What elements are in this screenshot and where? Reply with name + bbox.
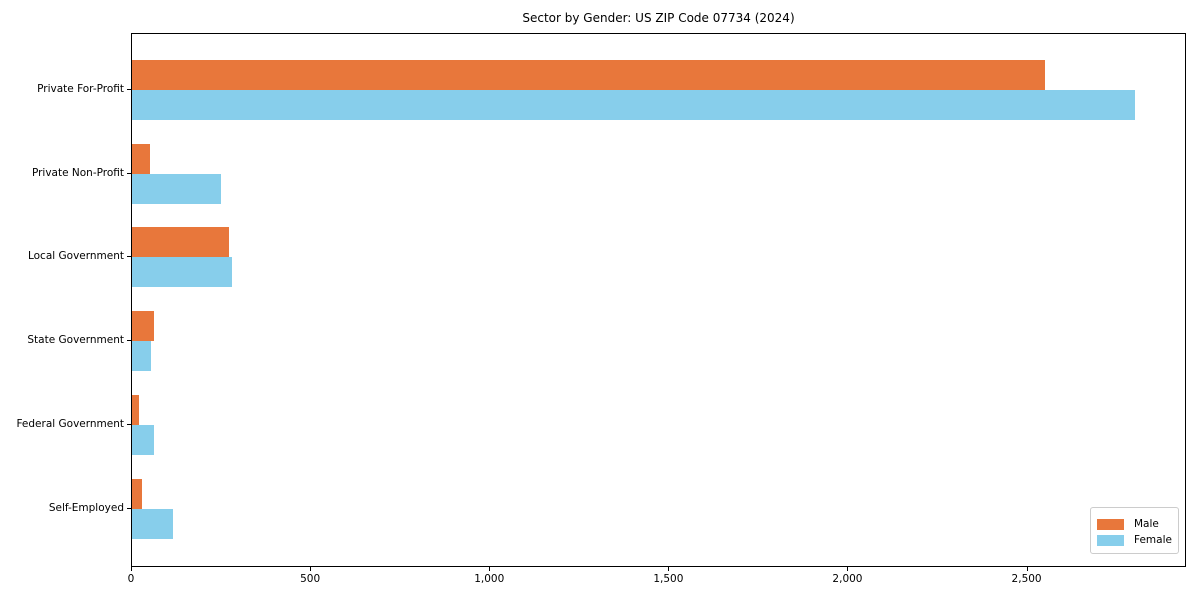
bar-male-4 [132, 394, 140, 425]
y-tick-mark-4 [127, 423, 131, 425]
bar-male-5 [132, 478, 142, 509]
bar-female-5 [132, 508, 174, 539]
x-axis-label-4: 2,000 [832, 573, 863, 585]
y-axis-label-1: Private Non-Profit [31, 166, 124, 179]
x-tick-mark-2 [489, 567, 491, 571]
y-axis-label-5: Self-Employed [48, 501, 124, 514]
x-tick-mark-3 [668, 567, 670, 571]
y-axis-label-0: Private For-Profit [37, 83, 124, 95]
y-tick-mark-1 [127, 172, 131, 174]
y-tick-mark-5 [127, 507, 131, 509]
bar-female-4 [132, 424, 155, 455]
y-axis-label-4: Federal Government [16, 417, 124, 430]
bar-male-1 [132, 143, 150, 174]
x-axis-label-0: 0 [127, 573, 135, 585]
legend-swatch-female [1097, 534, 1124, 546]
y-tick-mark-2 [127, 256, 131, 258]
bar-male-0 [132, 60, 1046, 90]
y-axis-label-3: State Government [27, 334, 124, 347]
x-tick-mark-0 [131, 567, 132, 571]
legend-item-male: Male [1097, 516, 1178, 532]
legend-swatch-male [1097, 518, 1124, 530]
x-tick-mark-5 [1026, 567, 1028, 571]
x-axis-label-3: 1,500 [653, 573, 684, 585]
x-axis-label-2: 1,000 [474, 573, 505, 585]
y-tick-mark-0 [127, 89, 131, 90]
bar-male-3 [132, 311, 155, 342]
plot-area [131, 33, 1186, 567]
legend-item-female: Female [1097, 532, 1178, 548]
bar-female-1 [132, 173, 222, 204]
bar-male-2 [132, 227, 229, 258]
chart-title: Sector by Gender: US ZIP Code 07734 (202… [522, 11, 795, 25]
bar-female-3 [132, 341, 151, 372]
legend-label-male: Male [1134, 518, 1159, 530]
y-tick-mark-3 [127, 340, 131, 342]
bar-female-2 [132, 257, 232, 288]
x-tick-mark-4 [847, 567, 849, 571]
legend: Male Female [1090, 507, 1179, 554]
x-axis-label-1: 500 [300, 573, 321, 585]
x-tick-mark-1 [310, 567, 312, 571]
bar-female-0 [132, 90, 1135, 120]
y-axis-label-2: Local Government [27, 250, 124, 263]
legend-label-female: Female [1134, 534, 1172, 546]
x-axis-label-5: 2,500 [1011, 573, 1042, 585]
